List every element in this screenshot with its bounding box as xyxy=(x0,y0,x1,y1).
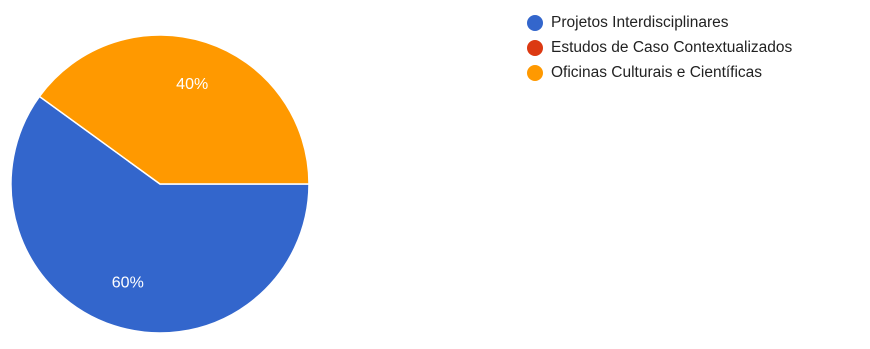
legend-label-3: Oficinas Culturais e Científicas xyxy=(551,63,763,81)
legend: Projetos Interdisciplinares Estudos de Ca… xyxy=(527,10,792,85)
legend-swatch-1 xyxy=(527,14,543,31)
slice-label-1: 60% xyxy=(112,274,144,291)
slice-label-3: 40% xyxy=(176,76,208,93)
legend-swatch-3 xyxy=(527,64,543,81)
legend-item-1[interactable]: Projetos Interdisciplinares xyxy=(527,10,792,35)
pie-slice-1[interactable] xyxy=(10,95,310,334)
pie-slice-3[interactable] xyxy=(38,34,310,185)
legend-label-2: Estudos de Caso Contextualizados xyxy=(551,38,793,56)
legend-swatch-2 xyxy=(527,39,543,56)
legend-label-1: Projetos Interdisciplinares xyxy=(551,13,729,31)
legend-item-3[interactable]: Oficinas Culturais e Científicas xyxy=(527,60,792,85)
legend-item-2[interactable]: Estudos de Caso Contextualizados xyxy=(527,35,792,60)
